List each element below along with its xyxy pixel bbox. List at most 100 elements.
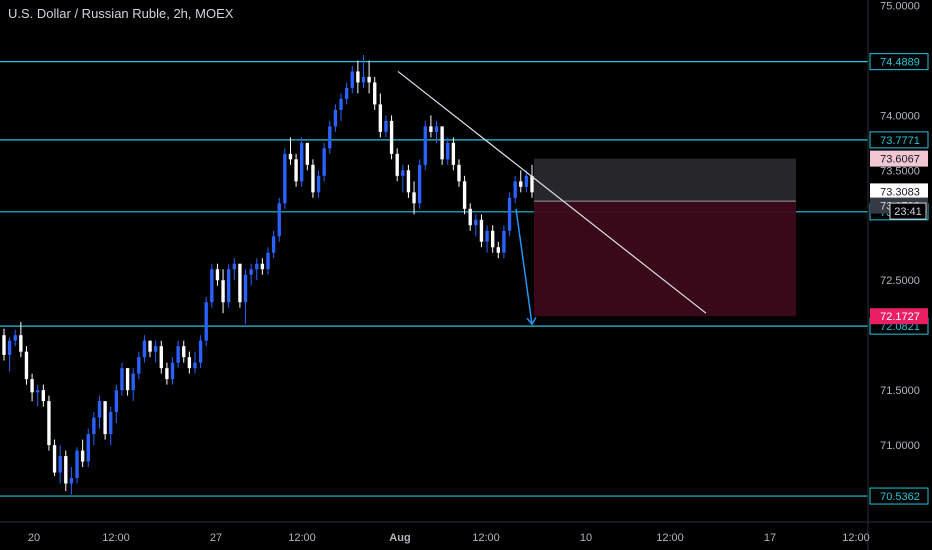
time-tick-label: Aug <box>389 532 410 544</box>
candle-body <box>13 335 17 341</box>
price-axis: 75.0000 74.0000 73.5000 72.5000 71.5000 71.00… <box>867 0 932 550</box>
price-tag-label: 73.3083 <box>880 186 920 198</box>
candle-body <box>204 302 208 341</box>
level-label-box <box>869 131 929 149</box>
short-position-tool <box>534 158 796 317</box>
candle-body <box>434 126 439 132</box>
candle-body <box>52 445 57 473</box>
candle-body <box>457 164 461 182</box>
candle-body <box>502 230 506 253</box>
candle-body <box>30 379 34 393</box>
candle <box>277 197 281 242</box>
candle-body <box>159 346 163 369</box>
candle-body <box>406 170 411 193</box>
candle <box>485 225 489 253</box>
candle-body <box>395 153 399 176</box>
stop-loss-zone <box>534 158 796 202</box>
drawings <box>397 70 707 326</box>
candle-body <box>221 280 225 303</box>
candle-body <box>496 247 500 253</box>
candle <box>2 328 6 361</box>
time-tick-label: 10 <box>580 532 592 544</box>
candle <box>131 368 135 402</box>
candle-body <box>125 368 130 391</box>
candle <box>36 384 40 407</box>
candle <box>350 65 354 94</box>
candle <box>69 467 74 495</box>
candle <box>232 258 236 281</box>
candle <box>187 351 192 374</box>
candle <box>305 142 310 171</box>
candle-body <box>255 263 259 270</box>
candle <box>479 214 484 248</box>
candle-body <box>524 175 529 187</box>
price-tick-label: 71.0000 <box>880 440 920 452</box>
candle-body <box>249 269 253 275</box>
candle <box>204 296 208 347</box>
candle <box>378 93 383 138</box>
candle-body <box>120 368 124 391</box>
candle <box>114 384 119 424</box>
candle-body <box>389 120 394 154</box>
candle <box>311 159 315 198</box>
time-tick-label: 12:00 <box>656 532 684 544</box>
price-tick-label: 73.5000 <box>880 165 920 177</box>
candle <box>159 340 163 374</box>
price-tick-label: 72.5000 <box>880 275 920 287</box>
candle <box>226 263 231 308</box>
candle-body <box>176 346 180 363</box>
horizontal-levels <box>0 61 868 497</box>
candle <box>417 159 422 209</box>
candle-body <box>423 126 427 165</box>
candle-body <box>507 197 512 231</box>
chart-title: U.S. Dollar / Russian Ruble, 2h, MOEX <box>8 6 234 21</box>
candle <box>339 93 343 121</box>
candle <box>148 340 152 358</box>
candle-body <box>283 153 287 204</box>
candle-body <box>440 126 444 160</box>
candle-body <box>417 164 422 204</box>
candle <box>103 401 107 440</box>
candle-body <box>103 401 107 435</box>
candle <box>502 225 506 259</box>
candle-body <box>243 274 248 303</box>
candle <box>182 340 186 363</box>
candle-body <box>193 362 197 369</box>
candle <box>288 137 293 165</box>
candle <box>457 159 461 187</box>
candle-body <box>41 390 46 402</box>
candle-body <box>165 368 169 380</box>
candle <box>176 340 180 369</box>
candle <box>80 439 85 468</box>
candle-body <box>429 126 433 132</box>
level-label: 73.7771 <box>880 135 920 147</box>
candle <box>507 192 512 237</box>
candle <box>137 351 141 380</box>
time-axis: 20 12:00 27 12:00 Aug 12:00 10 12:00 17 12:00 <box>0 521 932 544</box>
candle-body <box>339 98 343 110</box>
candle <box>125 368 130 396</box>
candle-body <box>446 142 450 160</box>
candle-body <box>271 236 276 253</box>
price-tag-label: 73.6067 <box>880 154 920 166</box>
candle <box>243 269 248 325</box>
candle <box>193 351 197 374</box>
candle-body <box>350 71 354 88</box>
candle-body <box>114 390 119 413</box>
candle-body <box>137 357 141 374</box>
candle <box>412 181 416 215</box>
candle-body <box>210 269 214 303</box>
candle <box>142 335 147 363</box>
candle <box>283 148 287 209</box>
candle-body <box>328 126 332 149</box>
price-tick-label: 74.0000 <box>880 110 920 122</box>
candle-body <box>344 87 349 99</box>
candle <box>401 164 405 193</box>
candle-body <box>462 181 467 209</box>
candle-body <box>468 208 472 226</box>
candle-body <box>451 142 456 165</box>
projection-arrow-head <box>526 316 537 326</box>
candle-body <box>474 219 478 226</box>
candle-body <box>58 456 62 473</box>
